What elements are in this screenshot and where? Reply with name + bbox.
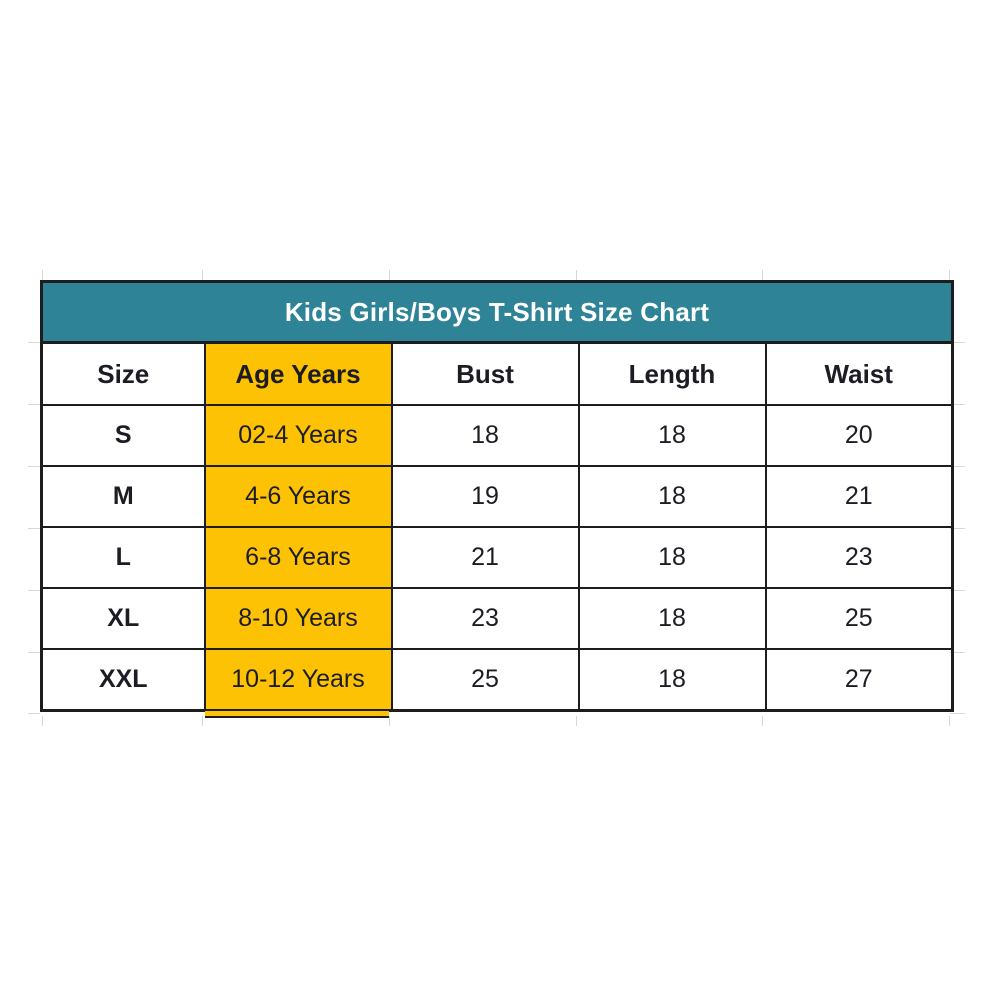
cell-waist: 20 <box>764 404 954 467</box>
cell-length: 18 <box>577 587 767 650</box>
excel-gridline-tick <box>202 716 203 726</box>
excel-gridline-tick <box>202 270 203 280</box>
table-row-l: L 6-8 Years 21 18 23 <box>40 526 954 589</box>
cell-length: 18 <box>577 404 767 467</box>
excel-gridline-tick <box>28 652 40 653</box>
excel-gridline-tick <box>28 528 40 529</box>
cell-waist: 27 <box>764 648 954 712</box>
excel-gridline-tick <box>28 466 40 467</box>
excel-gridline-tick <box>950 590 965 591</box>
excel-gridline-tick <box>950 404 965 405</box>
column-header-age-years: Age Years <box>203 341 393 406</box>
cell-size: XXL <box>40 648 206 712</box>
excel-gridline-tick <box>762 270 763 280</box>
excel-gridline-tick <box>949 270 950 280</box>
excel-gridline-tick <box>949 716 950 726</box>
cell-age-years: 8-10 Years <box>203 587 393 650</box>
cell-bust: 21 <box>390 526 580 589</box>
table-title-row: Kids Girls/Boys T-Shirt Size Chart <box>40 280 954 344</box>
cell-length: 18 <box>577 465 767 528</box>
excel-gridline-tick <box>42 270 43 280</box>
cell-size: L <box>40 526 206 589</box>
excel-gridline-tick <box>28 590 40 591</box>
cell-bust: 19 <box>390 465 580 528</box>
cell-bust: 23 <box>390 587 580 650</box>
age-column-bottom-protrusion <box>205 711 389 718</box>
table-row-s: S 02-4 Years 18 18 20 <box>40 404 954 467</box>
size-chart-table: Kids Girls/Boys T-Shirt Size Chart Size … <box>40 280 954 712</box>
excel-gridline-tick <box>576 716 577 726</box>
excel-gridline-tick <box>576 270 577 280</box>
table-header-row: Size Age Years Bust Length Waist <box>40 341 954 406</box>
cell-age-years: 10-12 Years <box>203 648 393 712</box>
excel-gridline-tick <box>762 716 763 726</box>
excel-gridline-tick <box>950 652 965 653</box>
table-row-m: M 4-6 Years 19 18 21 <box>40 465 954 528</box>
cell-bust: 25 <box>390 648 580 712</box>
cell-waist: 21 <box>764 465 954 528</box>
cell-size: XL <box>40 587 206 650</box>
cell-length: 18 <box>577 526 767 589</box>
cell-waist: 25 <box>764 587 954 650</box>
cell-size: M <box>40 465 206 528</box>
cell-age-years: 4-6 Years <box>203 465 393 528</box>
table-title: Kids Girls/Boys T-Shirt Size Chart <box>40 280 954 344</box>
column-header-length: Length <box>577 341 767 406</box>
excel-gridline-tick <box>950 713 965 714</box>
excel-gridline-tick <box>28 342 40 343</box>
cell-age-years: 6-8 Years <box>203 526 393 589</box>
column-header-waist: Waist <box>764 341 954 406</box>
excel-gridline-tick <box>28 404 40 405</box>
column-header-bust: Bust <box>390 341 580 406</box>
excel-gridline-tick <box>950 342 965 343</box>
excel-gridline-tick <box>950 466 965 467</box>
cell-length: 18 <box>577 648 767 712</box>
column-header-size: Size <box>40 341 206 406</box>
cell-bust: 18 <box>390 404 580 467</box>
cell-age-years: 02-4 Years <box>203 404 393 467</box>
table-row-xxl: XXL 10-12 Years 25 18 27 <box>40 648 954 712</box>
excel-gridline-tick <box>389 716 390 726</box>
table-row-xl: XL 8-10 Years 23 18 25 <box>40 587 954 650</box>
cell-size: S <box>40 404 206 467</box>
excel-gridline-tick <box>389 270 390 280</box>
excel-gridline-tick <box>950 528 965 529</box>
excel-gridline-tick <box>42 716 43 726</box>
excel-gridline-tick <box>28 713 40 714</box>
cell-waist: 23 <box>764 526 954 589</box>
